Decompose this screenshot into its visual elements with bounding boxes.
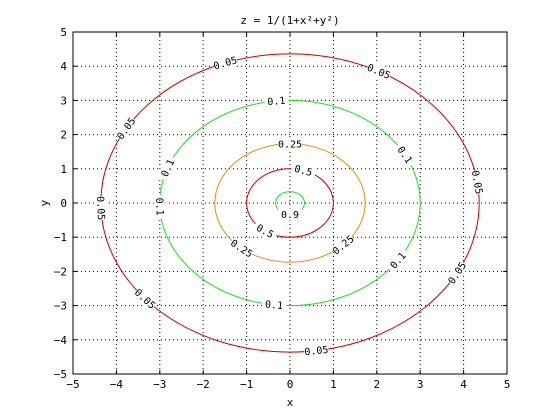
contour-label-background [212, 53, 239, 72]
y-tick-label: −2 [54, 265, 67, 278]
contour-label-background [263, 93, 289, 108]
contour-label-background [385, 247, 411, 274]
x-tick-label: −5 [66, 378, 79, 391]
contour-line-0-5 [246, 168, 334, 238]
contour-label: 0.1 [265, 299, 284, 312]
contour-label-background [157, 154, 179, 182]
x-tick-label: 4 [460, 378, 467, 391]
y-axis-label: y [38, 199, 51, 206]
contour-label-background [469, 169, 486, 196]
contour-label-background [278, 208, 302, 221]
y-tick-label: 4 [60, 60, 67, 73]
x-tick-label: −2 [197, 378, 210, 391]
y-tick-label: −1 [54, 231, 67, 244]
contour-label-background [290, 161, 317, 180]
x-tick-label: 3 [417, 378, 424, 391]
contour-label-background [261, 297, 287, 312]
x-tick-label: −4 [110, 378, 124, 391]
x-axis-label: x [287, 396, 294, 409]
contour-label-background [393, 141, 417, 169]
y-tick-label: 5 [60, 26, 67, 39]
x-tick-label: 2 [373, 378, 380, 391]
contour-label: 0.1 [153, 197, 165, 216]
contour-label-background [303, 343, 329, 358]
contour-label-background [365, 61, 393, 82]
y-tick-label: 2 [60, 129, 67, 142]
contour-label: 0.1 [267, 96, 286, 108]
contour-label-background [278, 137, 302, 150]
contour-label-background [228, 236, 256, 260]
x-tick-label: −1 [240, 378, 253, 391]
contour-label-background [114, 115, 139, 142]
contour-label: 0.25 [278, 139, 302, 150]
contour-label: 0.5 [293, 164, 313, 179]
y-tick-label: 3 [60, 94, 67, 107]
contour-label-background [153, 194, 167, 219]
chart-title: z = 1/(1+x²+y²) [240, 14, 339, 27]
x-tick-label: 0 [287, 378, 294, 391]
contour-label-background [94, 195, 108, 221]
contour-label-background [132, 286, 158, 312]
contour-label: 0.9 [281, 210, 299, 221]
axis-ticks: −5 −4 −3 −2 −1 0 1 2 3 4 5 −5 −4 −3 −2 −1 0 1 2 3 4 5 [54, 26, 511, 391]
x-tick-label: 5 [504, 378, 511, 391]
x-tick-label: 1 [330, 378, 337, 391]
y-tick-label: 1 [60, 163, 67, 176]
contour-label-background [251, 219, 279, 243]
y-tick-label: −3 [54, 300, 67, 313]
contour-label-background [330, 232, 357, 258]
contour-label-background [445, 259, 469, 287]
y-tick-label: 0 [60, 197, 67, 210]
contour-label: 0.05 [94, 196, 106, 221]
y-tick-label: −4 [54, 334, 68, 347]
contour-label: 0.05 [304, 345, 329, 359]
x-tick-label: −3 [153, 378, 166, 391]
contour-label: 0.05 [469, 170, 484, 196]
y-tick-label: −5 [54, 368, 67, 381]
